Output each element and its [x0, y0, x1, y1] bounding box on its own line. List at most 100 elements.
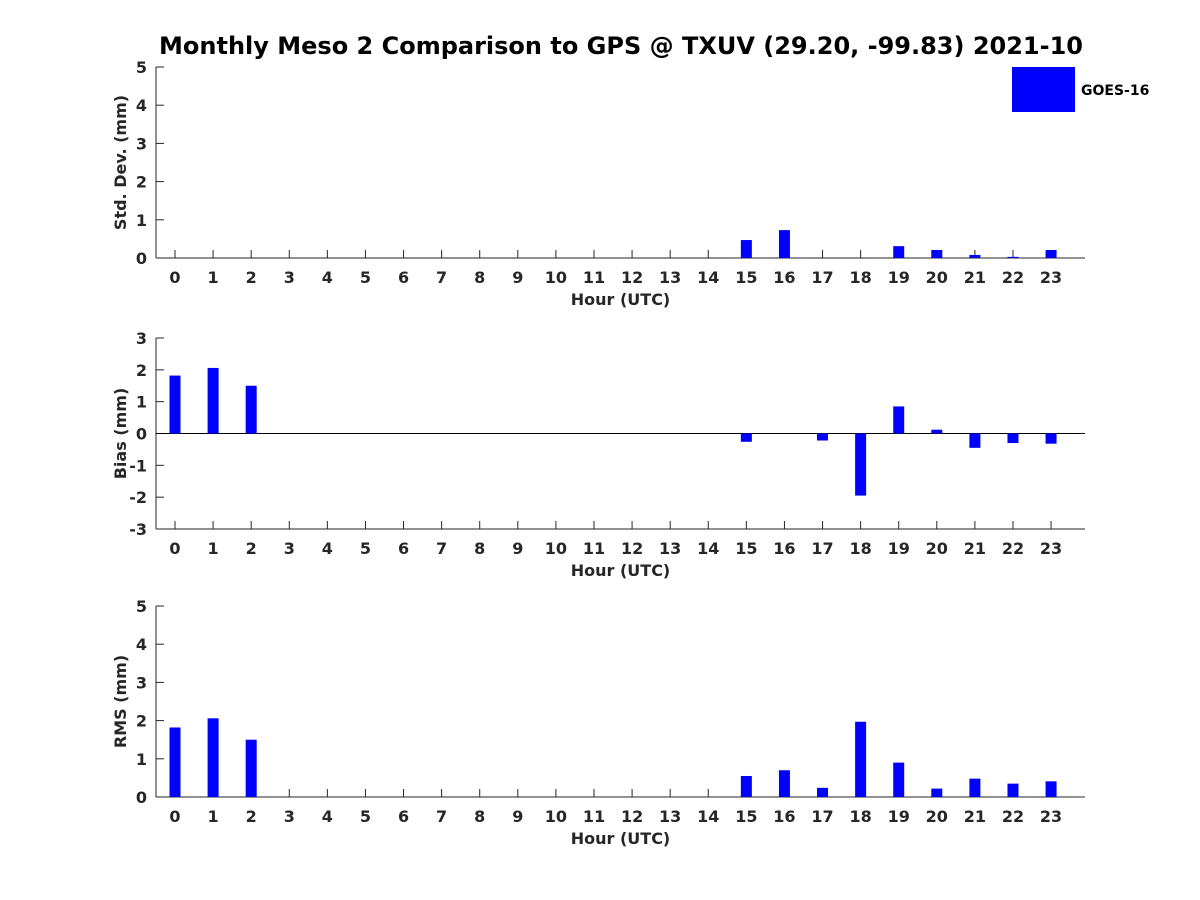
- bar: [740, 433, 752, 442]
- x-tick-label: 12: [621, 807, 643, 826]
- bar: [1045, 433, 1057, 444]
- bar: [817, 433, 829, 441]
- bar: [855, 433, 867, 496]
- x-tick-label: 17: [811, 807, 833, 826]
- x-tick-label: 4: [322, 268, 333, 287]
- bar: [931, 429, 943, 434]
- legend-swatch: [1012, 67, 1075, 112]
- x-axis-label: Hour (UTC): [571, 829, 671, 848]
- y-axis-label: Bias (mm): [111, 388, 130, 480]
- x-tick-label: 10: [545, 539, 567, 558]
- x-axis-label: Hour (UTC): [571, 561, 671, 580]
- x-tick-label: 16: [773, 807, 795, 826]
- x-tick-label: 9: [512, 539, 523, 558]
- bar: [931, 788, 943, 797]
- legend: GOES-16: [1012, 67, 1149, 112]
- x-tick-label: 17: [811, 539, 833, 558]
- y-tick-label: 4: [136, 635, 147, 654]
- x-tick-label: 23: [1040, 807, 1062, 826]
- bar: [169, 375, 181, 434]
- x-tick-label: 1: [208, 539, 219, 558]
- x-tick-label: 7: [436, 539, 447, 558]
- x-tick-label: 10: [545, 807, 567, 826]
- x-tick-label: 1: [208, 807, 219, 826]
- x-tick-label: 14: [697, 807, 719, 826]
- y-tick-label: -1: [129, 456, 147, 475]
- bar: [207, 367, 219, 434]
- x-tick-label: 18: [849, 268, 871, 287]
- x-tick-label: 6: [398, 539, 409, 558]
- bar: [855, 721, 867, 797]
- x-tick-label: 20: [926, 539, 948, 558]
- bar: [778, 770, 790, 797]
- bar: [740, 775, 752, 797]
- y-tick-label: 5: [136, 597, 147, 616]
- y-axis-label: RMS (mm): [111, 655, 130, 748]
- y-tick-label: 2: [136, 361, 147, 380]
- bar: [893, 762, 905, 797]
- y-tick-label: 3: [136, 673, 147, 692]
- x-tick-label: 19: [888, 539, 910, 558]
- bar: [207, 718, 219, 797]
- bar: [1007, 256, 1019, 258]
- y-tick-label: -3: [129, 520, 147, 539]
- y-tick-label: 0: [136, 249, 147, 268]
- x-tick-label: 22: [1002, 539, 1024, 558]
- y-tick-label: 3: [136, 134, 147, 153]
- y-tick-label: 0: [136, 425, 147, 444]
- x-tick-label: 20: [926, 268, 948, 287]
- x-tick-label: 7: [436, 807, 447, 826]
- x-tick-label: 4: [322, 807, 333, 826]
- x-tick-label: 23: [1040, 268, 1062, 287]
- bar: [1007, 783, 1019, 797]
- y-tick-label: 2: [136, 173, 147, 192]
- x-tick-label: 8: [474, 268, 485, 287]
- y-tick-label: -2: [129, 488, 147, 507]
- y-tick-label: 4: [136, 96, 147, 115]
- x-tick-label: 22: [1002, 268, 1024, 287]
- x-axis-label: Hour (UTC): [571, 290, 671, 309]
- bar: [969, 433, 981, 448]
- bar: [169, 727, 181, 797]
- x-tick-label: 21: [964, 807, 986, 826]
- chart-title: Monthly Meso 2 Comparison to GPS @ TXUV …: [159, 32, 1083, 60]
- x-tick-label: 20: [926, 807, 948, 826]
- x-tick-label: 21: [964, 539, 986, 558]
- x-tick-label: 8: [474, 539, 485, 558]
- x-tick-label: 15: [735, 807, 757, 826]
- bar: [778, 230, 790, 258]
- x-tick-label: 11: [583, 807, 605, 826]
- bar: [740, 240, 752, 258]
- x-tick-label: 19: [888, 807, 910, 826]
- x-tick-label: 3: [284, 268, 295, 287]
- bar: [1045, 781, 1057, 797]
- bar: [1045, 249, 1057, 258]
- bar: [893, 406, 905, 434]
- x-tick-label: 17: [811, 268, 833, 287]
- x-tick-label: 14: [697, 539, 719, 558]
- x-tick-label: 23: [1040, 539, 1062, 558]
- x-tick-label: 10: [545, 268, 567, 287]
- x-tick-label: 2: [246, 807, 257, 826]
- x-tick-label: 9: [512, 807, 523, 826]
- x-tick-label: 16: [773, 539, 795, 558]
- x-tick-label: 16: [773, 268, 795, 287]
- x-tick-label: 2: [246, 539, 257, 558]
- x-tick-label: 21: [964, 268, 986, 287]
- x-tick-label: 4: [322, 539, 333, 558]
- y-tick-label: 1: [136, 393, 147, 412]
- x-tick-label: 15: [735, 539, 757, 558]
- x-tick-label: 18: [849, 807, 871, 826]
- bar: [931, 249, 943, 258]
- bar: [1007, 433, 1019, 444]
- y-tick-label: 3: [136, 329, 147, 348]
- x-tick-label: 11: [583, 268, 605, 287]
- bar: [969, 778, 981, 797]
- x-tick-label: 0: [169, 807, 180, 826]
- x-tick-label: 13: [659, 807, 681, 826]
- x-tick-label: 1: [208, 268, 219, 287]
- x-tick-label: 7: [436, 268, 447, 287]
